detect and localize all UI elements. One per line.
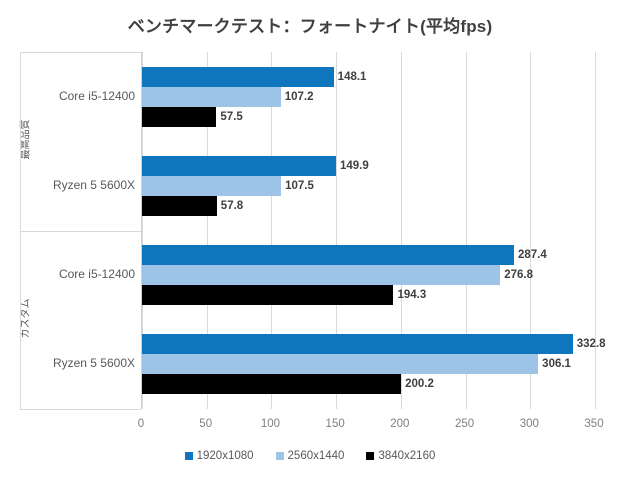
bar-value-label: 194.3 — [397, 289, 427, 302]
legend-item-1920x1080[interactable]: 1920x1080 — [184, 450, 254, 462]
group-frame-bottom — [20, 409, 141, 410]
legend-item-2560x1440[interactable]: 2560x1440 — [275, 450, 345, 462]
bar-1920x1080-Ryzen 5 5600X-最高品質 — [142, 155, 336, 176]
bar-value-label: 332.8 — [576, 338, 606, 351]
chart-legend: 1920x1080 2560x1440 3840x2160 — [0, 450, 620, 462]
category-label-Ryzen-5-5600X: Ryzen 5 5600X — [52, 177, 135, 192]
gridline-150 — [336, 52, 338, 409]
x-axis-tick-50: 50 — [199, 418, 213, 430]
bar-value-label: 149.9 — [340, 159, 369, 172]
gridline-50 — [206, 52, 208, 409]
legend-label: 2560x1440 — [287, 450, 345, 462]
bar-1920x1080-Core i5-12400-最高品質 — [142, 66, 334, 87]
legend-swatch-icon — [366, 452, 375, 460]
gridline-250 — [465, 52, 467, 409]
gridline-300 — [530, 52, 532, 409]
gridline-100 — [271, 52, 273, 409]
group-separator — [20, 230, 141, 232]
legend-item-3840x2160[interactable]: 3840x2160 — [366, 450, 435, 462]
bar-3840x2160-Core i5-12400-最高品質 — [142, 106, 217, 127]
group-frame-top — [20, 52, 141, 53]
legend-swatch-icon — [184, 452, 193, 460]
bar-value-label: 200.2 — [405, 378, 434, 391]
bar-2560x1440-Core i5-12400-カスタム — [142, 265, 501, 286]
gridline-350 — [595, 52, 596, 409]
x-axis-tick-300: 300 — [519, 418, 539, 430]
category-label-Core-i5-12400: Core i5-12400 — [58, 88, 135, 103]
group-frame-left — [20, 52, 21, 409]
x-axis-tick-0: 0 — [137, 418, 145, 430]
bar-3840x2160-Ryzen 5 5600X-最高品質 — [142, 195, 217, 216]
bar-2560x1440-Ryzen 5 5600X-最高品質 — [142, 175, 282, 196]
bar-value-label: 306.1 — [542, 358, 571, 371]
bar-2560x1440-Ryzen 5 5600X-カスタム — [142, 354, 539, 375]
chart-title: ベンチマークテスト：フォートナイト(平均fps) — [127, 17, 493, 36]
bar-2560x1440-Core i5-12400-最高品質 — [142, 86, 281, 107]
x-axis-tick-350: 350 — [584, 418, 604, 430]
bar-1920x1080-Core i5-12400-カスタム — [142, 245, 514, 266]
x-axis-tick-150: 150 — [325, 418, 345, 430]
bar-1920x1080-Ryzen 5 5600X-カスタム — [142, 334, 573, 355]
bar-value-label: 276.8 — [504, 269, 534, 282]
legend-swatch-icon — [275, 452, 284, 460]
category-label-Core-i5-12400: Core i5-12400 — [58, 267, 135, 282]
legend-label: 1920x1080 — [196, 450, 254, 462]
legend-label: 3840x2160 — [378, 450, 436, 462]
x-axis-tick-100: 100 — [260, 418, 281, 430]
x-axis-tick-250: 250 — [454, 418, 475, 430]
bar-value-label: 107.5 — [285, 179, 314, 192]
bar-value-label: 57.5 — [220, 110, 243, 123]
bar-3840x2160-Ryzen 5 5600X-カスタム — [142, 374, 402, 395]
gridline-200 — [400, 52, 402, 409]
gridline-0 — [142, 52, 143, 409]
bar-value-label: 107.2 — [284, 90, 314, 103]
bar-value-label: 287.4 — [517, 249, 547, 262]
category-label-Ryzen-5-5600X: Ryzen 5 5600X — [52, 356, 135, 371]
bar-value-label: 148.1 — [337, 70, 367, 83]
bar-value-label: 57.8 — [220, 199, 244, 212]
plot-area — [141, 52, 596, 409]
bar-3840x2160-Core i5-12400-カスタム — [142, 285, 394, 306]
x-axis-tick-200: 200 — [390, 418, 410, 430]
